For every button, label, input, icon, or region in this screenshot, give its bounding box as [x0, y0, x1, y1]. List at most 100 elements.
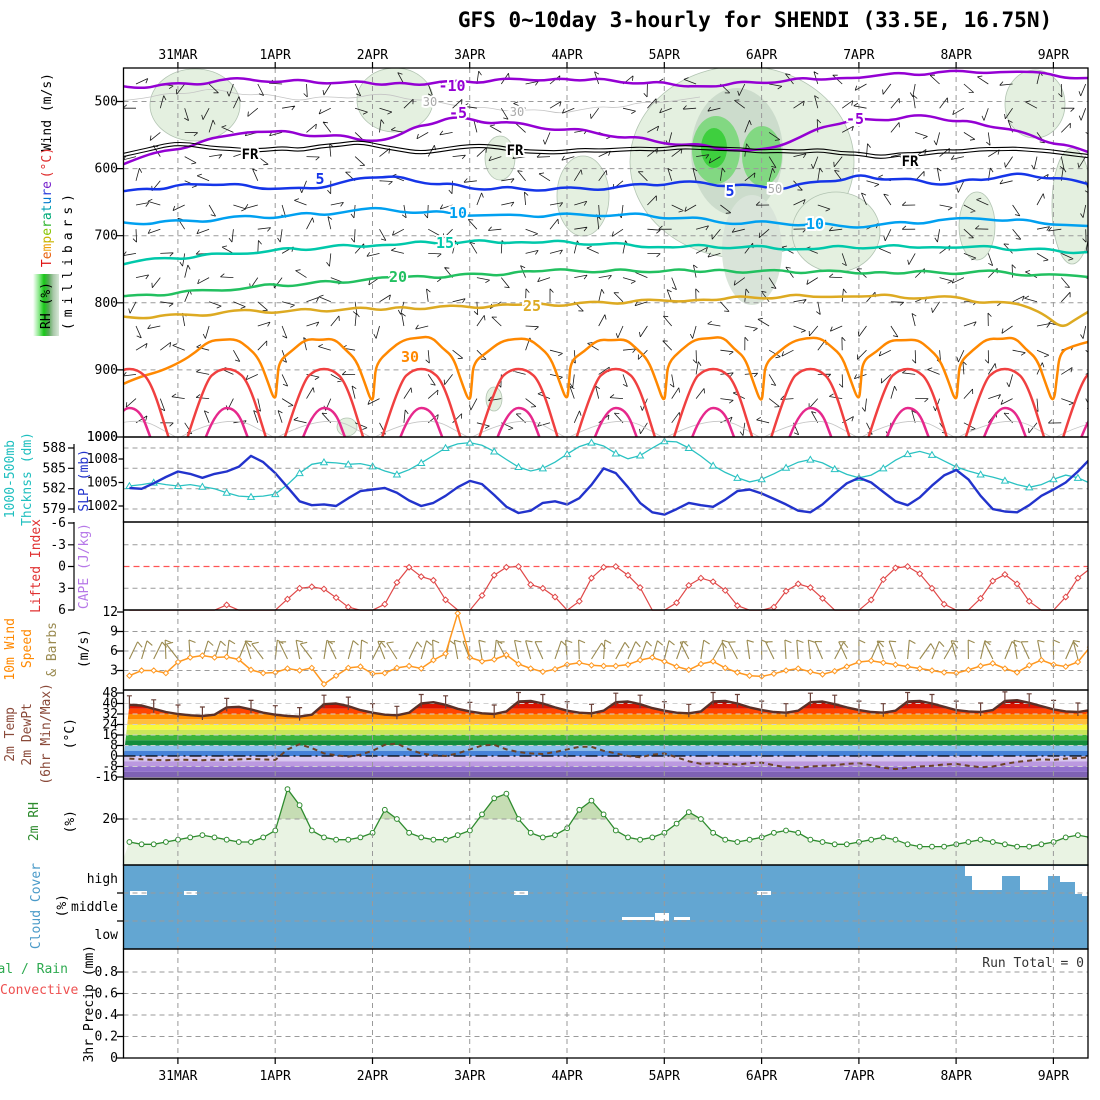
wind10m-panel [123, 609, 1088, 688]
temp-contour-40 [123, 406, 152, 437]
bottom-date-label: 7APR [843, 1069, 874, 1084]
rh-marker [722, 836, 729, 843]
rh-blob [958, 191, 996, 261]
temp-contour-40 [593, 406, 638, 437]
rh-marker [795, 829, 802, 836]
rh-marker [552, 832, 558, 838]
rh-marker [600, 811, 607, 818]
lifted-index-line [129, 565, 1088, 612]
pressure-tick: 800 [95, 296, 118, 311]
contour-label: -10 [438, 77, 465, 95]
rh-marker [941, 843, 947, 850]
precip-total-rain-label: Total / Rain [0, 962, 68, 977]
top-date-label: 4APR [551, 48, 582, 63]
rh-marker [308, 827, 315, 834]
rh-blob [722, 195, 782, 305]
li-tick: -3 [50, 538, 66, 553]
top-date-label: 5APR [649, 48, 680, 63]
axis-ticks-labels: 31MAR 31MAR 1APR 1APR 2APR 2APR 3APR 3APR 4APR 4A… [43, 48, 1070, 1084]
fr-label: FR [507, 143, 524, 159]
rh-marker [333, 836, 340, 843]
rh-marker [479, 811, 485, 818]
rh-marker [1038, 841, 1045, 848]
temp-band [123, 761, 1088, 767]
temp-contour-35 [964, 367, 1046, 437]
temp-band [123, 756, 1088, 762]
rh-marker [284, 786, 291, 792]
cloud-clear-patch [655, 913, 669, 921]
rh-marker [612, 827, 619, 834]
contour-label: 20 [389, 268, 407, 286]
day-gridlines [177, 437, 1054, 1058]
rh-marker [746, 836, 753, 843]
bottom-date-label: 31MAR [158, 1069, 197, 1084]
rh-area [123, 789, 1088, 865]
rh-marker [515, 816, 522, 822]
rh-marker [394, 816, 400, 822]
rh-marker [418, 834, 425, 841]
rh-marker [819, 839, 826, 845]
temp-contour-35 [381, 367, 462, 437]
rh-marker [929, 843, 935, 850]
rh-marker [150, 841, 157, 848]
rh-marker [965, 839, 972, 845]
cloud-panel [123, 865, 1088, 949]
rh-tick: 20 [102, 812, 118, 827]
rh-legend-colorbar: RH (%) [33, 274, 59, 336]
rh-marker [588, 797, 595, 804]
rh-marker [187, 834, 194, 841]
temp-band [123, 735, 1088, 741]
li-tick: -6 [50, 516, 66, 531]
rh-marker [1062, 834, 1069, 841]
rh-blob [1004, 69, 1066, 139]
rh2m-panel [123, 786, 1088, 865]
rh-marker [1002, 841, 1008, 848]
temp-contour-35 [478, 367, 559, 437]
rh-marker [248, 839, 254, 845]
rh-marker [539, 834, 546, 841]
precip-tick: 0.8 [95, 965, 118, 980]
slp-tick: 1005 [87, 475, 118, 490]
temp-contour-40 [1080, 419, 1088, 437]
rh-marker [381, 806, 388, 813]
rh-marker [783, 827, 789, 834]
li-tick: 0 [58, 560, 66, 575]
rh-marker [138, 841, 145, 848]
surface-wind-barbs [128, 639, 1080, 660]
temp-band [123, 719, 1088, 725]
rh-marker [321, 834, 327, 841]
temp-contour-35 [283, 367, 365, 437]
temp-contour-15 [123, 239, 1088, 266]
rh-marker [831, 841, 838, 848]
rh-marker [673, 820, 680, 827]
contour-label: 10 [449, 204, 467, 222]
bottom-date-label: 3APR [454, 1069, 485, 1084]
temp-band [123, 771, 1088, 778]
cloud-row-label: high [87, 872, 118, 887]
pressure-panel: -10 -5 -5 5 5 10 10 15 20 25 30 30 30 50 FR FR FR [123, 68, 1088, 437]
panel-border [122, 609, 1089, 691]
rh-marker [296, 802, 303, 809]
rh-marker [843, 841, 850, 848]
li-tick: 3 [58, 581, 66, 596]
temp-tick: -8 [102, 760, 118, 775]
rh-marker [454, 832, 461, 838]
top-date-label: 6APR [746, 48, 777, 63]
dewpoint-line [129, 742, 1088, 771]
cloud-clear-patch [1082, 888, 1088, 896]
slp-panel [123, 437, 1088, 516]
temp-band [123, 724, 1088, 730]
temp-contour-40 [982, 406, 1027, 437]
rh-marker [637, 836, 643, 843]
temp-band [123, 766, 1088, 772]
panel-border [122, 948, 1089, 1059]
fr-label: FR [242, 147, 259, 163]
cloud-row-label: middle [71, 900, 118, 915]
temp-contour-20 [123, 268, 1088, 298]
temp-band [123, 745, 1088, 751]
temp-contour-5 [123, 172, 1088, 193]
rh-contour-label: 50 [768, 182, 782, 196]
cloud-row-label: low [95, 928, 119, 943]
